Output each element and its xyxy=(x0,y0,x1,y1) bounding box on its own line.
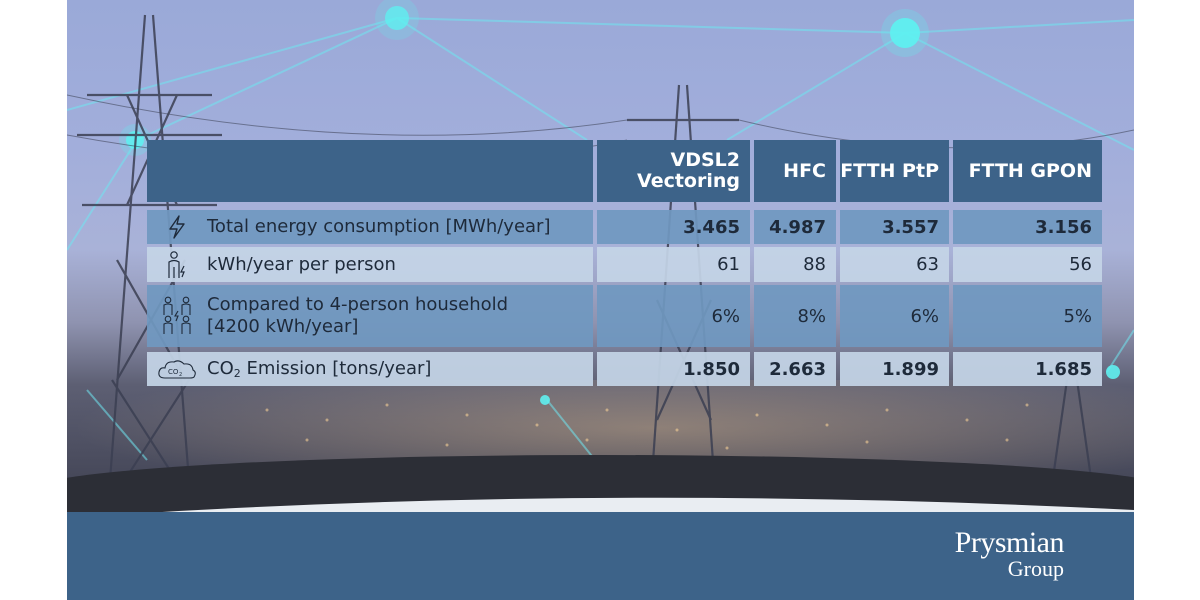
value-hfc: 4.987 xyxy=(754,210,836,244)
co2-label-prefix: CO xyxy=(207,358,234,379)
header-cell-ftth-ptp: FTTH PtP xyxy=(840,140,949,202)
household-icon xyxy=(147,285,207,347)
co2-label-suffix: Emission [tons/year] xyxy=(240,358,432,379)
header-cell-hfc: HFC xyxy=(754,140,836,202)
co2-cloud-icon: CO 2 xyxy=(147,352,207,386)
table-row: Compared to 4-person household [4200 kWh… xyxy=(147,285,1102,347)
row-label: kWh/year per person xyxy=(207,247,593,282)
table-row: CO 2 CO 2 Emission [tons/year] 1.850 2.66… xyxy=(147,352,1102,386)
value-vdsl2: 3.465 xyxy=(597,210,750,244)
lightning-icon xyxy=(147,210,207,244)
header-cell-vdsl2: VDSL2 Vectoring xyxy=(597,140,750,202)
table-row: kWh/year per person 61 88 63 56 xyxy=(147,247,1102,282)
value-ftth-ptp: 6% xyxy=(840,285,949,347)
table-row: Total energy consumption [MWh/year] 3.46… xyxy=(147,210,1102,244)
value-hfc: 88 xyxy=(754,247,836,282)
value-ftth-gpon: 1.685 xyxy=(953,352,1102,386)
value-vdsl2: 6% xyxy=(597,285,750,347)
value-ftth-ptp: 63 xyxy=(840,247,949,282)
value-vdsl2: 1.850 xyxy=(597,352,750,386)
row-label: CO 2 Emission [tons/year] xyxy=(207,352,593,386)
co2-label-subscript: 2 xyxy=(233,367,241,380)
header-cell-blank xyxy=(147,140,593,202)
value-hfc: 8% xyxy=(754,285,836,347)
brand-name: Prysmian xyxy=(954,526,1065,559)
svg-text:2: 2 xyxy=(179,372,182,378)
header-cell-ftth-gpon: FTTH GPON xyxy=(953,140,1102,202)
table-header-row: VDSL2 Vectoring HFC FTTH PtP FTTH GPON xyxy=(147,140,1102,202)
svg-text:CO: CO xyxy=(168,368,179,376)
value-ftth-gpon: 3.156 xyxy=(953,210,1102,244)
brand-logo: Prysmian Group xyxy=(954,526,1065,581)
value-ftth-ptp: 1.899 xyxy=(840,352,949,386)
value-vdsl2: 61 xyxy=(597,247,750,282)
brand-subtitle: Group xyxy=(1007,556,1064,581)
value-ftth-ptp: 3.557 xyxy=(840,210,949,244)
value-ftth-gpon: 5% xyxy=(953,285,1102,347)
value-hfc: 2.663 xyxy=(754,352,836,386)
person-energy-icon xyxy=(147,247,207,282)
value-ftth-gpon: 56 xyxy=(953,247,1102,282)
row-label: Total energy consumption [MWh/year] xyxy=(207,210,593,244)
footer-band xyxy=(67,512,1134,600)
row-label: Compared to 4-person household [4200 kWh… xyxy=(207,285,593,347)
